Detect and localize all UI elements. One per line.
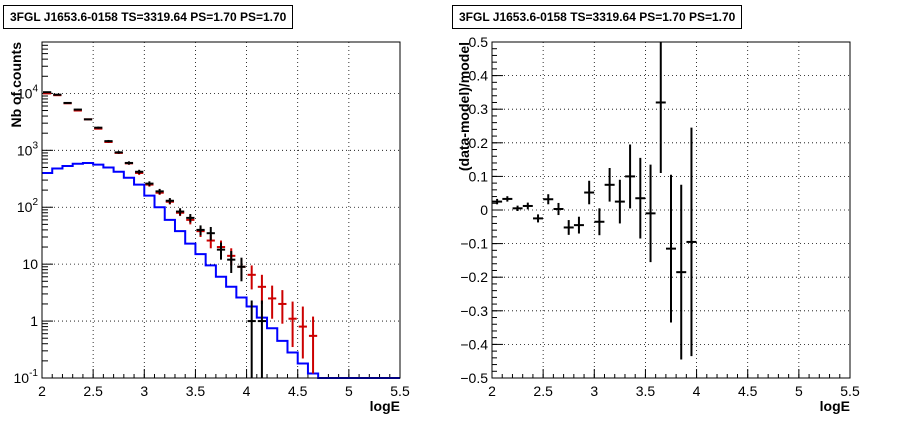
left-x-tick-label: 5.5: [390, 383, 410, 399]
right-y-tick-label: 0.3: [469, 101, 489, 117]
left-x-tick-label: 5: [345, 383, 353, 399]
left-x-tick-label: 2: [38, 383, 46, 399]
left-y-tick-label: 102: [17, 197, 39, 215]
right-y-tick-label: 0: [480, 202, 488, 218]
right-y-tick-label: −0.4: [460, 336, 488, 352]
right-plot-frame: [491, 41, 851, 379]
right-chart: 2 2.5 3 3.5 4 4.5 5 5.5 −0.5 −0.4 −0.3 −0.2 −0.1 0 0.1…: [456, 34, 860, 414]
right-x-tick-label: 4.5: [738, 383, 758, 399]
right-y-tick-label: 0.5: [469, 34, 489, 50]
left-y-tick-label: 103: [17, 140, 39, 158]
model-histogram-line: [42, 161, 400, 379]
right-x-tick-label: 5.5: [840, 383, 860, 399]
left-chart-title: 3FGL J1653.6-0158 TS=3319.64 PS=1.70 PS=…: [3, 5, 294, 29]
right-y-tick-label: −0.3: [460, 303, 488, 319]
right-y-tick-label: −0.1: [460, 236, 488, 252]
left-x-tick-label: 3.5: [186, 383, 206, 399]
left-x-axis-label: logE: [370, 398, 400, 414]
right-x-axis-label: logE: [820, 398, 850, 414]
left-y-tick-label: 1: [30, 313, 38, 329]
right-x-tick-label: 4: [693, 383, 701, 399]
left-plot-frame: [41, 41, 401, 379]
left-x-tick-label: 4: [243, 383, 251, 399]
right-x-tick-label: 3.5: [636, 383, 656, 399]
right-y-axis-label: (data-model)/model: [456, 42, 472, 171]
right-x-tick-label: 3: [590, 383, 598, 399]
right-x-tick-label: 2.5: [533, 383, 553, 399]
right-y-tick-label: 0.2: [469, 135, 489, 151]
right-x-tick-label: 2: [488, 383, 496, 399]
left-y-tick-label: 10-1: [14, 368, 39, 386]
left-y-tick-label: 10: [22, 256, 38, 272]
right-y-tick-label: 0.4: [469, 68, 489, 84]
right-y-tick-label: −0.2: [460, 269, 488, 285]
right-chart-title: 3FGL J1653.6-0158 TS=3319.64 PS=1.70 PS=…: [452, 5, 743, 29]
left-x-tick-label: 2.5: [83, 383, 103, 399]
left-y-axis-label: Nb of counts: [8, 42, 24, 128]
right-x-tick-label: 5: [795, 383, 803, 399]
left-x-tick-label: 3: [140, 383, 148, 399]
right-y-tick-label: −0.5: [460, 370, 488, 386]
left-x-tick-label: 4.5: [288, 383, 308, 399]
right-y-tick-label: 0.1: [469, 168, 489, 184]
left-plot-area: [42, 42, 400, 378]
